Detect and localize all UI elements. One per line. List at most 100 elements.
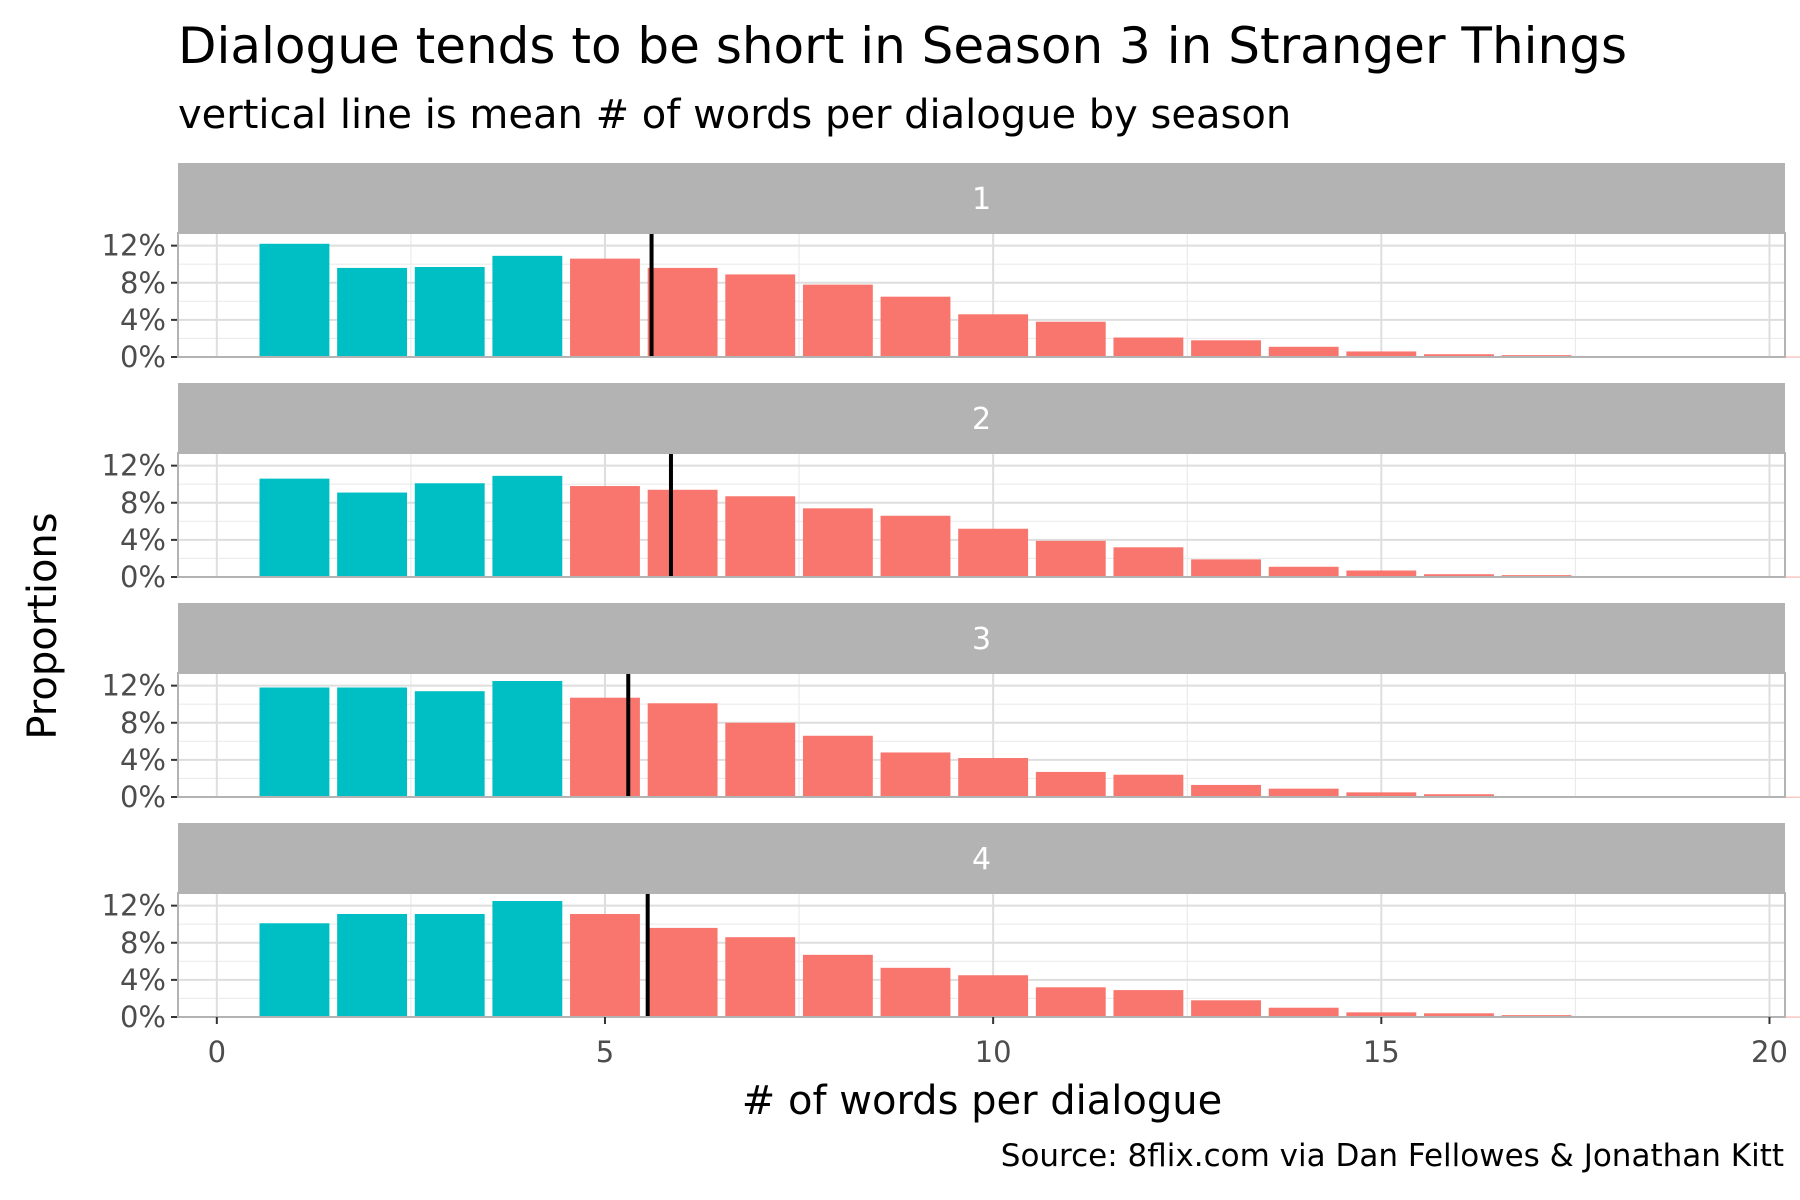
bar-season-2-words-14: [1268, 566, 1339, 577]
y-tick-label: 0%: [120, 340, 166, 374]
y-tick-label: 12%: [102, 889, 166, 923]
bar-season-2-words-9: [880, 515, 951, 577]
bar-season-2-words-5: [570, 486, 640, 577]
bar-season-1-words-14: [1268, 346, 1339, 357]
bar-season-1-words-16: [1424, 354, 1494, 357]
bar-season-1-words-5: [570, 258, 640, 357]
bar-season-4-words-9: [880, 967, 951, 1017]
bar-season-4-words-3: [414, 913, 485, 1017]
bar-season-4-words-14: [1268, 1007, 1339, 1017]
x-tick-label: 15: [1363, 1035, 1400, 1069]
facet-strip: [178, 823, 1785, 893]
y-tick-label: 0%: [120, 1000, 166, 1034]
bar-season-1-words-1: [259, 243, 330, 357]
x-axis-title: # of words per dialogue: [742, 1078, 1223, 1124]
panel-border: [177, 232, 1786, 358]
bar-season-3-words-9: [880, 752, 951, 797]
facet-panel-season-1: 1 0%4%8%12%: [102, 163, 1800, 374]
panel-border: [177, 452, 1786, 578]
bar-season-4-words-6: [647, 927, 718, 1017]
y-tick-label: 4%: [120, 303, 166, 337]
facet-strip: [178, 603, 1785, 673]
bar-season-2-words-2: [337, 492, 408, 577]
bar-season-1-words-10: [958, 314, 1029, 357]
panel-border: [177, 892, 1786, 1018]
y-tick-label: 12%: [102, 669, 166, 703]
chart-caption: Source: 8flix.com via Dan Fellowes & Jon…: [1000, 1138, 1784, 1174]
y-tick-label: 0%: [120, 560, 166, 594]
chart-subtitle: vertical line is mean # of words per dia…: [178, 92, 1292, 138]
y-tick-label: 8%: [120, 266, 166, 300]
facet-panel-season-3: 3 0%4%8%12%: [102, 603, 1800, 814]
bar-season-1-words-3: [414, 266, 485, 357]
bar-season-4-words-11: [1035, 987, 1106, 1017]
bar-season-4-words-12: [1113, 990, 1184, 1017]
bar-season-1-words-8: [802, 284, 873, 357]
bar-season-4-words-4: [492, 901, 563, 1017]
bar-season-3-words-6: [647, 703, 718, 797]
y-tick-label: 0%: [120, 780, 166, 814]
bar-season-2-words-7: [725, 496, 796, 577]
facet-panel-season-2: 2 0%4%8%12%: [102, 383, 1800, 594]
facet-strip: [178, 163, 1785, 233]
x-tick-label: 20: [1751, 1035, 1788, 1069]
facet-strip: [178, 383, 1785, 453]
bar-season-3-words-14: [1268, 788, 1339, 797]
bar-season-4-words-1: [259, 923, 330, 1017]
bar-season-2-words-6: [647, 489, 718, 577]
bar-season-1-words-11: [1035, 321, 1106, 357]
bar-season-1-words-9: [880, 296, 951, 357]
y-tick-label: 12%: [102, 449, 166, 483]
x-tick-label: 10: [975, 1035, 1012, 1069]
y-tick-label: 4%: [120, 743, 166, 777]
bar-season-3-words-3: [414, 691, 485, 797]
x-tick-label: 5: [596, 1035, 614, 1069]
bar-season-3-words-15: [1346, 792, 1417, 797]
y-tick-label: 8%: [120, 486, 166, 520]
bar-season-1-words-12: [1113, 337, 1184, 357]
bar-season-3-words-7: [725, 722, 796, 797]
y-tick-label: 8%: [120, 706, 166, 740]
facet-panels: 10%4%8%12%20%4%8%12%30%4%8%12%40%4%8%12%: [102, 163, 1800, 1034]
y-tick-label: 4%: [120, 963, 166, 997]
bar-season-3-words-8: [802, 735, 873, 797]
bar-season-3-words-4: [492, 681, 563, 797]
bar-season-2-words-11: [1035, 540, 1106, 577]
x-axis: 0 5 10 15 20: [208, 1017, 1788, 1069]
y-axis-title: Proportions: [20, 512, 66, 739]
bar-season-4-words-7: [725, 937, 796, 1017]
bar-season-1-words-2: [337, 267, 408, 357]
bar-season-2-words-15: [1346, 570, 1417, 577]
bar-season-2-words-3: [414, 483, 485, 577]
bar-season-3-words-13: [1191, 784, 1261, 797]
bar-season-3-words-10: [958, 758, 1029, 797]
bar-season-1-words-4: [492, 255, 563, 357]
bar-season-2-words-8: [802, 508, 873, 577]
bar-season-3-words-1: [259, 687, 330, 797]
bar-season-4-words-13: [1191, 1000, 1261, 1017]
bar-season-3-words-2: [337, 687, 408, 797]
y-tick-label: 12%: [102, 229, 166, 263]
bar-season-1-words-7: [725, 274, 796, 357]
bar-season-1-words-6: [647, 267, 718, 357]
bar-season-4-words-5: [570, 913, 640, 1017]
panel-border: [177, 672, 1786, 798]
bar-season-1-words-15: [1346, 351, 1417, 357]
bar-season-2-words-10: [958, 528, 1029, 577]
bar-season-2-words-1: [259, 478, 330, 577]
bar-season-4-words-2: [337, 913, 408, 1017]
bar-season-4-words-15: [1346, 1012, 1417, 1017]
x-tick-label: 0: [208, 1035, 226, 1069]
bar-season-1-words-13: [1191, 340, 1261, 357]
bar-season-2-words-16: [1424, 574, 1494, 577]
y-tick-label: 8%: [120, 926, 166, 960]
facet-strip-label: 3: [972, 622, 991, 657]
facet-strip-label: 2: [972, 402, 991, 437]
bar-season-2-words-12: [1113, 547, 1184, 577]
facet-panel-season-4: 4 0%4%8%12%: [102, 823, 1800, 1034]
bar-season-4-words-8: [802, 954, 873, 1017]
bar-season-2-words-13: [1191, 559, 1261, 577]
facet-strip-label: 1: [972, 182, 991, 217]
y-tick-label: 4%: [120, 523, 166, 557]
